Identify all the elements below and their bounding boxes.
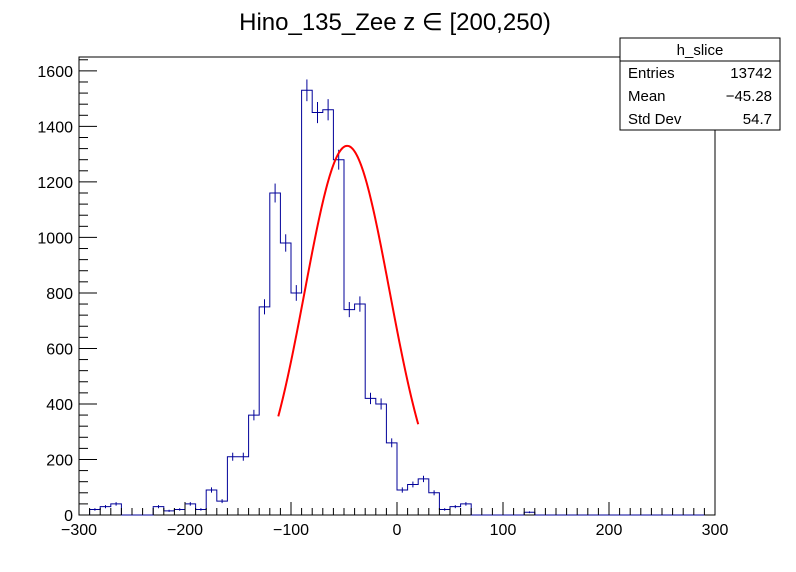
y-tick-label: 200 [46,452,73,469]
stats-entries-value: 13742 [730,65,772,82]
y-tick-label: 600 [46,341,73,358]
histogram-outline [89,89,705,516]
x-tick-label: 300 [702,522,729,539]
chart-title: Hino_135_Zee z ∈ [200,250) [239,9,551,36]
stats-mean-value: −45.28 [726,88,772,105]
y-tick-label: 1000 [37,230,73,247]
axis-layer: −300 −200 −100 0 100 200 300 0 200 400 600 800 1000 1… [37,59,729,539]
stats-box-title: h_slice [677,42,724,59]
y-tick-label: 0 [64,508,73,525]
stats-stddev-value: 54.7 [743,111,772,128]
histogram-layer [89,89,705,516]
x-tick-label: −100 [273,522,309,539]
x-tick-label: −300 [61,522,97,539]
error-bar-layer [94,79,530,514]
stats-box-frame [619,37,781,131]
x-tick-label: 200 [596,522,623,539]
stats-stddev-label: Std Dev [628,111,682,128]
y-tick-label: 1400 [37,119,73,136]
stats-mean-label: Mean [628,88,666,105]
fit-layer [277,144,420,425]
y-tick-label: 1200 [37,175,73,192]
gaussian-fit-curve [277,144,420,425]
x-tick-label: −200 [167,522,203,539]
x-tick-label: 0 [393,522,402,539]
y-tick-label: 1600 [37,64,73,81]
stats-entries-label: Entries [628,65,675,82]
x-tick-label: 100 [490,522,517,539]
y-tick-label: 400 [46,397,73,414]
stats-box: h_slice Entries 13742 Mean −45.28 Std De… [619,37,781,131]
y-tick-label: 800 [46,286,73,303]
